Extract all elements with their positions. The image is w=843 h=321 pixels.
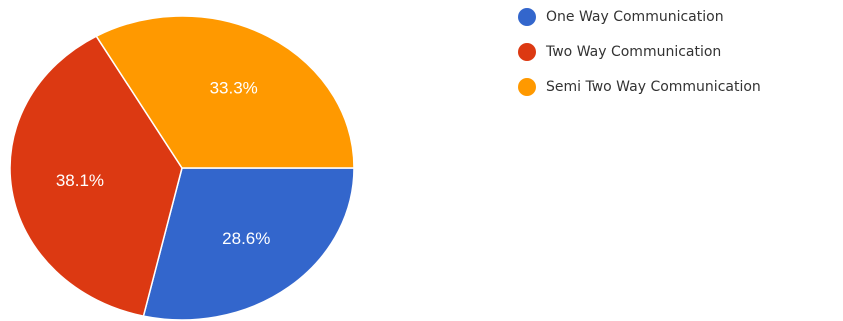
legend-label-two-way: Two Way Communication: [546, 44, 722, 60]
pie-slice-two-way[interactable]: [9, 35, 183, 318]
legend-label-semi-two-way: Semi Two Way Communication: [546, 79, 761, 95]
slice-label-two-way: 38.1%: [56, 171, 104, 190]
legend: One Way Communication Two Way Communicat…: [518, 6, 761, 111]
legend-swatch-semi-two-way: [518, 78, 536, 96]
legend-item-two-way[interactable]: Two Way Communication: [518, 41, 761, 63]
slice-label-semi-two-way: 33.3%: [210, 79, 258, 98]
legend-item-semi-two-way[interactable]: Semi Two Way Communication: [518, 76, 761, 98]
pie-slice-semi-two-way[interactable]: [95, 15, 355, 169]
slice-label-one-way: 28.6%: [222, 229, 270, 248]
pie-slice-one-way[interactable]: [142, 167, 355, 321]
legend-swatch-two-way: [518, 43, 536, 61]
legend-label-one-way: One Way Communication: [546, 9, 724, 25]
legend-item-one-way[interactable]: One Way Communication: [518, 6, 761, 28]
legend-swatch-one-way: [518, 8, 536, 26]
